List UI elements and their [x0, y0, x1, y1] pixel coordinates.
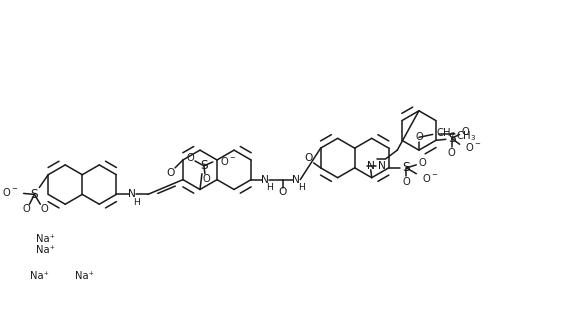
Text: O: O: [202, 174, 210, 184]
Text: Na⁺: Na⁺: [36, 234, 55, 244]
Text: S: S: [448, 132, 455, 145]
Text: N: N: [261, 175, 269, 184]
Text: N: N: [378, 161, 385, 171]
Text: O: O: [419, 158, 426, 168]
Text: N: N: [128, 189, 136, 199]
Text: N: N: [367, 161, 375, 171]
Text: O: O: [415, 133, 423, 142]
Text: N: N: [293, 175, 300, 184]
Text: H: H: [266, 183, 273, 192]
Text: H: H: [134, 198, 141, 207]
Text: Na⁺: Na⁺: [75, 271, 94, 281]
Text: O: O: [403, 177, 410, 187]
Text: O: O: [448, 148, 455, 158]
Text: O$^-$: O$^-$: [220, 155, 236, 167]
Text: O$^-$: O$^-$: [422, 172, 438, 184]
Text: Na⁺: Na⁺: [30, 271, 49, 281]
Text: O: O: [23, 204, 30, 214]
Text: O: O: [186, 153, 194, 163]
Text: O$^-$: O$^-$: [2, 186, 19, 198]
Text: O: O: [278, 187, 287, 197]
Text: CH$_3$: CH$_3$: [456, 129, 476, 143]
Text: O$^-$: O$^-$: [465, 141, 482, 153]
Text: O: O: [166, 168, 174, 178]
Text: O: O: [304, 153, 313, 163]
Text: S: S: [403, 161, 410, 174]
Text: S: S: [200, 159, 208, 172]
Text: O: O: [40, 204, 48, 214]
Text: S: S: [30, 188, 38, 201]
Text: Na⁺: Na⁺: [36, 245, 55, 256]
Text: H: H: [298, 183, 305, 192]
Text: O: O: [462, 127, 469, 138]
Text: CH$_2$: CH$_2$: [436, 126, 456, 140]
